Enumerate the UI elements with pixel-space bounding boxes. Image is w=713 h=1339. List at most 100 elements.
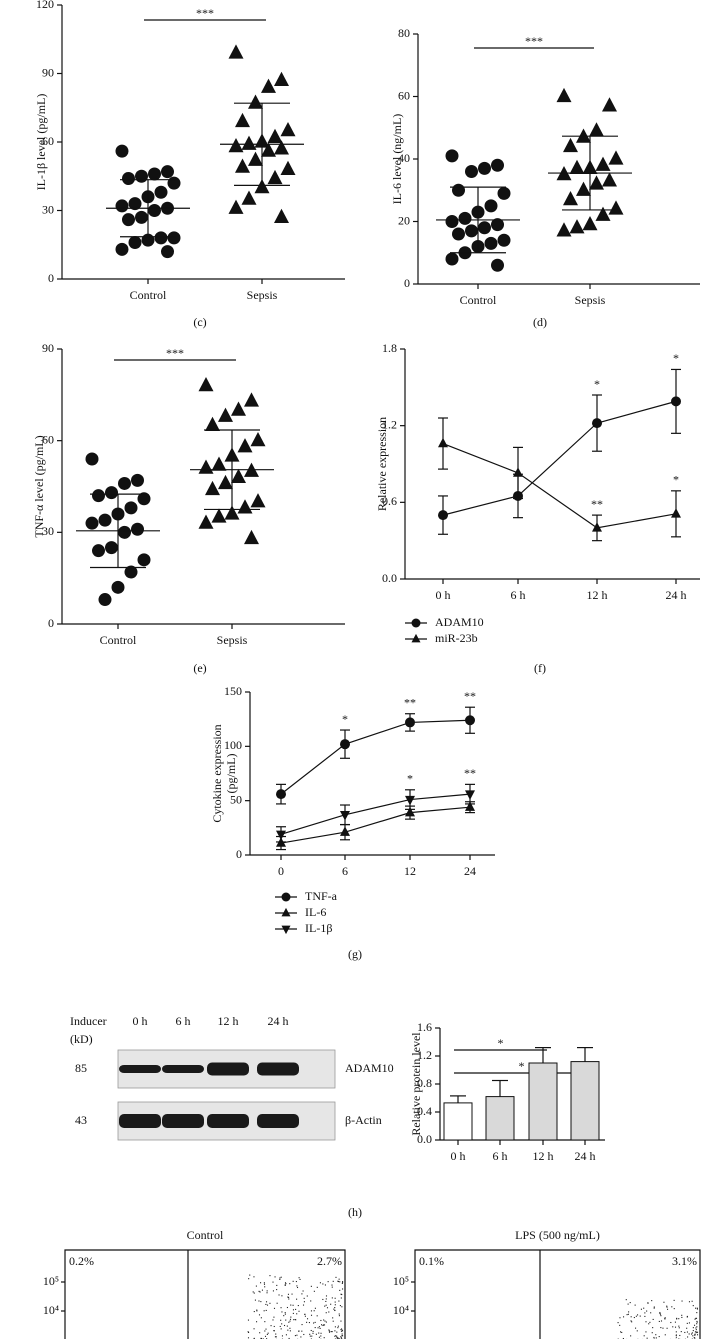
y-tick-label: 0.6 xyxy=(382,494,397,508)
event-dot xyxy=(335,1335,337,1337)
event-dot xyxy=(691,1300,693,1302)
event-dot xyxy=(264,1321,266,1323)
event-dot xyxy=(619,1324,621,1326)
event-dot xyxy=(247,1319,250,1321)
event-dot xyxy=(272,1319,274,1321)
bar xyxy=(443,1102,473,1141)
event-dot xyxy=(283,1315,285,1317)
event-dot xyxy=(317,1327,319,1329)
event-dot xyxy=(341,1281,344,1283)
event-dot xyxy=(338,1278,340,1280)
marker xyxy=(161,165,174,179)
marker xyxy=(115,199,129,213)
event-dot xyxy=(622,1337,624,1339)
event-dot xyxy=(325,1312,327,1314)
event-dot xyxy=(318,1336,320,1338)
event-dot xyxy=(342,1281,344,1283)
annotation: ** xyxy=(591,497,603,511)
panel-label: (e) xyxy=(193,661,206,675)
event-dot xyxy=(334,1309,336,1312)
marker xyxy=(595,206,611,221)
blot-band xyxy=(207,1114,249,1128)
marker xyxy=(211,456,227,471)
event-dot xyxy=(298,1277,300,1279)
event-dot xyxy=(695,1307,697,1309)
x-tick-label: 12 xyxy=(404,864,416,878)
marker xyxy=(589,175,604,190)
marker xyxy=(484,199,498,213)
event-dot xyxy=(664,1334,666,1336)
event-dot xyxy=(286,1325,288,1327)
x-tick-label: Control xyxy=(460,293,497,307)
marker xyxy=(491,218,504,232)
marker xyxy=(276,789,286,800)
y-tick-label: 30 xyxy=(42,524,54,538)
marker xyxy=(281,907,291,917)
marker xyxy=(198,377,214,392)
marker xyxy=(491,258,504,272)
marker xyxy=(595,156,611,171)
event-dot xyxy=(686,1327,688,1329)
event-dot xyxy=(302,1290,304,1292)
y-tick-label: 0.0 xyxy=(382,571,397,585)
blot-band xyxy=(119,1065,161,1073)
event-dot xyxy=(285,1319,287,1321)
event-dot xyxy=(671,1306,673,1308)
event-dot xyxy=(619,1317,621,1319)
event-dot xyxy=(648,1323,650,1325)
event-dot xyxy=(313,1322,315,1324)
marker xyxy=(92,489,105,503)
marker xyxy=(205,480,220,496)
marker xyxy=(85,452,99,466)
event-dot xyxy=(256,1321,258,1323)
event-dot xyxy=(315,1333,317,1335)
significance-label: *** xyxy=(196,6,214,20)
event-dot xyxy=(258,1314,261,1316)
marker xyxy=(167,231,181,245)
event-dot xyxy=(291,1293,293,1295)
marker xyxy=(445,149,459,163)
bar xyxy=(528,1062,558,1141)
event-dot xyxy=(323,1319,325,1321)
flow-frame xyxy=(414,1249,701,1339)
marker xyxy=(235,112,250,128)
event-dot xyxy=(334,1330,336,1332)
event-dot xyxy=(298,1310,300,1312)
marker xyxy=(135,169,148,183)
event-dot xyxy=(263,1310,265,1312)
y-tick-label: 1.8 xyxy=(382,341,397,355)
y-tick-label: 0 xyxy=(48,616,54,630)
event-dot xyxy=(279,1278,281,1280)
event-dot xyxy=(304,1315,306,1317)
marker xyxy=(405,806,415,817)
marker xyxy=(235,158,250,173)
event-dot xyxy=(253,1328,255,1330)
event-dot xyxy=(330,1331,332,1333)
event-dot xyxy=(316,1286,318,1288)
event-dot xyxy=(655,1334,657,1336)
blot-band xyxy=(119,1114,161,1128)
event-dot xyxy=(281,1311,283,1313)
event-dot xyxy=(341,1282,343,1285)
event-dot xyxy=(312,1332,314,1334)
legend-label: ADAM10 xyxy=(435,615,484,629)
y-tick-label: 0 xyxy=(48,271,54,285)
event-dot xyxy=(295,1280,297,1283)
event-dot xyxy=(664,1317,666,1319)
event-dot xyxy=(292,1312,294,1314)
event-dot xyxy=(273,1307,276,1309)
event-dot xyxy=(695,1317,698,1319)
event-dot xyxy=(337,1337,339,1339)
event-dot xyxy=(324,1284,326,1286)
marker xyxy=(465,224,478,238)
event-dot xyxy=(249,1274,251,1276)
event-dot xyxy=(319,1327,321,1329)
blot-kd: 85 xyxy=(75,1061,87,1075)
marker xyxy=(205,416,220,432)
marker xyxy=(569,219,585,234)
event-dot xyxy=(256,1310,258,1312)
marker xyxy=(582,216,598,231)
event-dot xyxy=(337,1337,339,1339)
event-dot xyxy=(331,1331,333,1333)
series-line xyxy=(442,442,677,529)
